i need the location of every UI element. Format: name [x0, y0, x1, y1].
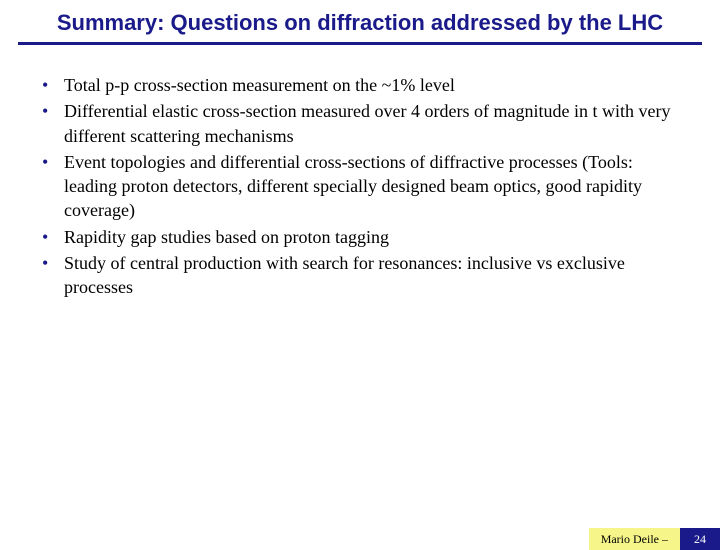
list-item: • Event topologies and differential cros… [40, 150, 680, 223]
bullet-text: Differential elastic cross-section measu… [64, 99, 680, 148]
bullet-icon: • [40, 99, 64, 123]
slide-title: Summary: Questions on diffraction addres… [18, 10, 702, 36]
list-item: • Differential elastic cross-section mea… [40, 99, 680, 148]
bullet-icon: • [40, 251, 64, 275]
list-item: • Total p-p cross-section measurement on… [40, 73, 680, 97]
bullet-list: • Total p-p cross-section measurement on… [40, 73, 680, 300]
list-item: • Study of central production with searc… [40, 251, 680, 300]
footer: Mario Deile – 24 [589, 528, 720, 550]
footer-page-number: 24 [680, 528, 720, 550]
content-area: • Total p-p cross-section measurement on… [0, 45, 720, 300]
list-item: • Rapidity gap studies based on proton t… [40, 225, 680, 249]
bullet-text: Total p-p cross-section measurement on t… [64, 73, 680, 97]
bullet-text: Rapidity gap studies based on proton tag… [64, 225, 680, 249]
bullet-text: Event topologies and differential cross-… [64, 150, 680, 223]
bullet-text: Study of central production with search … [64, 251, 680, 300]
bullet-icon: • [40, 225, 64, 249]
bullet-icon: • [40, 73, 64, 97]
title-bar: Summary: Questions on diffraction addres… [18, 10, 702, 45]
bullet-icon: • [40, 150, 64, 174]
footer-author: Mario Deile – [589, 528, 680, 550]
